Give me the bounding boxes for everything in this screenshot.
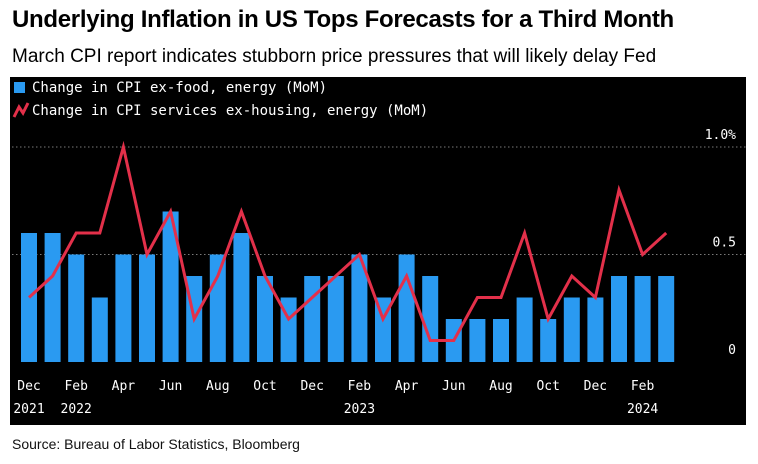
legend-label: Change in CPI services ex-housing, energ…	[32, 103, 428, 119]
x-tick-year-label: 2022	[61, 402, 92, 417]
bar	[44, 233, 61, 362]
bar	[611, 276, 627, 362]
bar	[91, 297, 108, 362]
chart-panel: 1.0% 0.5 0 Dec 2021 Feb 2022 Apr Jun Aug Oct Dec Fe…	[10, 77, 746, 425]
x-tick-label: Dec	[17, 379, 40, 394]
legend-bar-swatch	[14, 82, 25, 93]
x-tick-layer: Dec 2021 Feb 2022 Apr Jun Aug Oct Dec Feb 2023 Apr J…	[13, 379, 658, 417]
x-tick-year-label: 2024	[627, 402, 658, 417]
bar	[351, 254, 368, 362]
bar	[209, 254, 226, 362]
x-tick-label: Oct	[253, 379, 276, 394]
bar	[493, 319, 509, 362]
bars-layer	[21, 211, 675, 362]
x-tick-label: Feb	[64, 379, 88, 394]
x-tick-label: Aug	[489, 379, 512, 394]
chart-title: Underlying Inflation in US Tops Forecast…	[12, 6, 674, 33]
bar	[257, 276, 273, 362]
source-note: Source: Bureau of Labor Statistics, Bloo…	[12, 436, 300, 452]
bar	[587, 297, 604, 362]
bar	[139, 254, 155, 362]
chart-subtitle: March CPI report indicates stubborn pric…	[12, 46, 657, 67]
x-tick-label: Jun	[159, 379, 182, 394]
line-layer	[27, 140, 668, 342]
bar	[327, 276, 344, 362]
y-tick-label: 0	[728, 343, 736, 358]
y-tick-label: 0.5	[713, 236, 736, 251]
x-tick-label: Dec	[584, 379, 607, 394]
y-tick-layer: 1.0% 0.5 0	[705, 128, 736, 358]
bar	[68, 254, 85, 362]
bar	[304, 276, 321, 362]
x-tick-label: Oct	[536, 379, 559, 394]
bar	[540, 319, 557, 362]
x-tick-label: Apr	[395, 379, 419, 394]
legend-label: Change in CPI ex-food, energy (MoM)	[32, 80, 327, 96]
x-tick-label: Apr	[112, 379, 136, 394]
series-line	[27, 140, 668, 342]
bar	[398, 254, 415, 362]
legend: Change in CPI ex-food, energy (MoM) Chang…	[12, 80, 428, 119]
x-tick-year-label: 2023	[344, 402, 375, 417]
bar	[469, 319, 486, 362]
x-tick-year-label: 2021	[13, 402, 44, 417]
bar	[422, 276, 439, 362]
x-tick-label: Feb	[348, 379, 372, 394]
bar	[563, 297, 580, 362]
y-tick-label: 1.0%	[705, 128, 736, 143]
x-tick-label: Aug	[206, 379, 229, 394]
bar	[162, 211, 179, 362]
x-tick-label: Feb	[631, 379, 655, 394]
chart-svg: 1.0% 0.5 0 Dec 2021 Feb 2022 Apr Jun Aug Oct Dec Fe…	[12, 80, 746, 417]
x-tick-label: Dec	[300, 379, 323, 394]
bar	[658, 276, 675, 362]
bar	[115, 254, 132, 362]
x-tick-label: Jun	[442, 379, 465, 394]
bar	[233, 233, 250, 362]
bar	[634, 276, 651, 362]
bar	[516, 297, 533, 362]
legend-line-swatch	[12, 102, 30, 118]
